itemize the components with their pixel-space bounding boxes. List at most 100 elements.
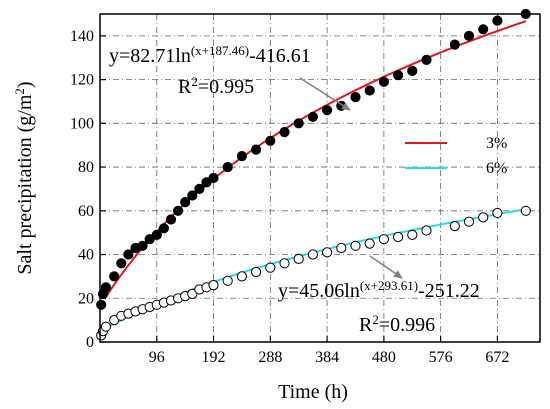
x-tick-label: 672 xyxy=(485,349,509,366)
x-axis-title: Time (h) xyxy=(278,381,348,403)
y-axis-title-end: ) xyxy=(14,81,36,88)
data-point-series-1 xyxy=(251,144,262,155)
data-point-series-2 xyxy=(407,229,418,240)
data-point-series-1 xyxy=(307,111,318,122)
data-point-series-1 xyxy=(208,172,219,184)
equation-6pct: y=45.06ln(x+293.61)-251.22 R2=0.996 xyxy=(278,255,480,337)
y-axis-title: Salt precipitation (g/m2) xyxy=(12,81,37,274)
data-point-series-2 xyxy=(336,242,347,254)
data-point-series-1 xyxy=(407,65,418,77)
data-point-series-1 xyxy=(137,240,148,251)
y-tick-label: 140 xyxy=(70,28,94,45)
r2-3pct-text: R2=0.995 xyxy=(178,74,254,99)
data-point-series-1 xyxy=(158,223,169,234)
equation-3pct-end: -416.61 xyxy=(249,45,311,67)
data-point-series-2 xyxy=(520,205,531,216)
data-point-series-2 xyxy=(322,247,333,258)
equation-6pct-text: y=45.06ln(x+293.61)-251.22 xyxy=(278,278,480,303)
r2-6pct-text: R2=0.996 xyxy=(359,312,435,337)
data-point-series-2 xyxy=(492,207,503,219)
data-point-series-1 xyxy=(236,151,247,162)
y-tick-label: 0 xyxy=(86,334,94,351)
legend: 3% 6% xyxy=(405,135,507,177)
data-point-series-1 xyxy=(187,190,198,201)
x-tick-label: 96 xyxy=(149,349,165,366)
data-point-series-1 xyxy=(322,105,333,116)
y-axis-title-superscript: 2 xyxy=(12,88,27,95)
data-point-series-2 xyxy=(222,275,233,286)
data-point-series-2 xyxy=(393,231,404,243)
r2-6pct-value: =0.996 xyxy=(379,314,435,336)
data-point-series-1 xyxy=(478,24,489,35)
data-point-series-2 xyxy=(100,321,112,332)
data-point-series-1 xyxy=(293,118,304,129)
data-point-series-1 xyxy=(173,205,184,216)
data-point-series-2 xyxy=(449,221,460,232)
data-point-series-1 xyxy=(116,258,127,269)
data-point-series-2 xyxy=(350,240,361,251)
y-tick-label: 80 xyxy=(78,159,94,176)
data-point-series-2 xyxy=(478,212,489,223)
equation-3pct-text: y=82.71ln(x+187.46)-416.61 xyxy=(109,43,311,68)
x-tick-label: 576 xyxy=(429,349,453,366)
y-tick-label: 60 xyxy=(78,203,94,220)
plot-area-frame xyxy=(99,13,541,343)
data-point-series-1 xyxy=(265,135,276,146)
data-point-series-2 xyxy=(279,258,290,269)
data-point-series-1 xyxy=(463,30,475,42)
data-point-series-2 xyxy=(208,280,219,291)
data-point-series-2 xyxy=(251,266,262,278)
y-axis-title-main: Salt precipitation (g/m xyxy=(14,94,36,274)
r2-3pct-value: =0.995 xyxy=(198,76,254,98)
data-point-series-1 xyxy=(393,70,404,81)
data-point-series-1 xyxy=(492,15,503,26)
equation-3pct-superscript: (x+187.46) xyxy=(191,43,249,58)
data-point-series-2 xyxy=(364,238,375,249)
data-point-series-2 xyxy=(265,262,276,273)
data-point-series-1 xyxy=(364,85,375,96)
data-point-series-1 xyxy=(180,197,191,208)
data-point-series-2 xyxy=(378,234,389,245)
equation-3pct: y=82.71ln(x+187.46)-416.61 R2=0.995 xyxy=(109,43,351,111)
equation-6pct-superscript: (x+293.61) xyxy=(360,278,418,293)
axis-ticks: 96 192 288 384 480 576 672 0 20 40 60 80 100 120 140 xyxy=(70,28,509,366)
y-tick-label: 120 xyxy=(70,72,94,89)
x-tick-label: 384 xyxy=(315,349,339,366)
data-point-series-2 xyxy=(463,216,475,227)
r2-3pct-label: R xyxy=(178,76,192,98)
data-point-series-1 xyxy=(96,299,107,310)
equation-3pct-main: y=82.71ln xyxy=(109,45,191,67)
data-point-series-1 xyxy=(165,214,177,225)
data-point-series-1 xyxy=(123,249,134,260)
data-point-series-1 xyxy=(109,271,120,282)
data-point-series-2 xyxy=(236,271,247,282)
data-point-series-2 xyxy=(293,253,304,264)
data-point-series-2 xyxy=(307,249,318,260)
data-point-series-1 xyxy=(222,162,233,173)
data-point-series-1 xyxy=(194,183,205,194)
x-tick-label: 192 xyxy=(202,349,226,366)
x-tick-label: 288 xyxy=(258,349,282,366)
legend-3pct-label: 3% xyxy=(486,135,507,152)
equation-3pct-arrow xyxy=(299,77,351,111)
data-point-series-1 xyxy=(279,127,290,138)
data-point-series-1 xyxy=(151,229,162,240)
y-tick-label: 40 xyxy=(78,247,94,264)
r2-6pct-superscript: 2 xyxy=(372,312,379,327)
data-point-series-1 xyxy=(421,54,432,66)
equation-6pct-end: -251.22 xyxy=(418,280,480,302)
data-point-series-1 xyxy=(449,39,460,50)
equation-6pct-main: y=45.06ln xyxy=(278,280,360,302)
r2-6pct-label: R xyxy=(359,314,373,336)
equation-6pct-arrow xyxy=(369,255,403,279)
data-point-series-2 xyxy=(421,225,432,236)
y-tick-label: 100 xyxy=(70,115,94,132)
r2-3pct-superscript: 2 xyxy=(191,74,198,89)
x-tick-label: 480 xyxy=(372,349,396,366)
y-tick-label: 20 xyxy=(78,290,94,307)
data-point-series-1 xyxy=(100,282,112,293)
data-point-series-1 xyxy=(350,92,361,103)
data-point-series-1 xyxy=(378,76,389,87)
legend-6pct-label: 6% xyxy=(486,160,507,177)
